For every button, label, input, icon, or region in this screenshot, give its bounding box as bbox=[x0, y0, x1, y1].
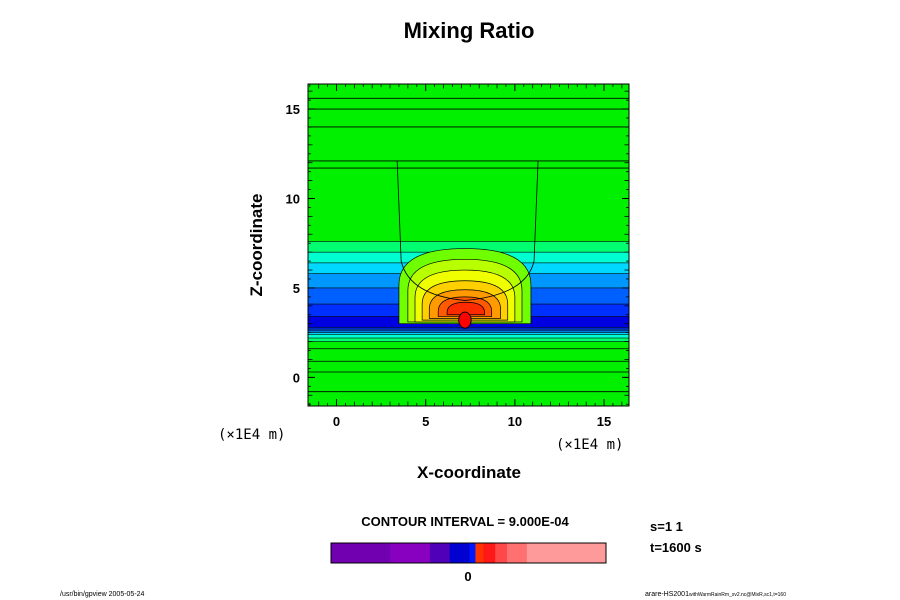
minor-ticks bbox=[308, 84, 629, 406]
colorbar-segment bbox=[390, 543, 431, 563]
x-tick-label: 5 bbox=[422, 414, 429, 429]
colorbar-segment bbox=[469, 543, 476, 563]
x-tick-label: 10 bbox=[508, 414, 522, 429]
colorbar-segment bbox=[449, 543, 470, 563]
z-unit-label: (×1E4 m) bbox=[218, 427, 285, 443]
colorbar-segment bbox=[331, 543, 391, 563]
plot-frame bbox=[307, 83, 630, 407]
t-label: t=1600 s bbox=[650, 540, 702, 555]
colorbar-segment bbox=[483, 543, 496, 563]
footer-left-note: /usr/bin/gpview 2005-05-24 bbox=[60, 591, 145, 598]
z-axis-label: Z-coordinate bbox=[247, 194, 266, 297]
plume-contours bbox=[398, 248, 532, 329]
s-label: s=1 1 bbox=[650, 519, 683, 534]
x-tick-label: 15 bbox=[597, 414, 611, 429]
z-tick-label: 0 bbox=[293, 370, 300, 385]
x-unit-label: (×1E4 m) bbox=[556, 437, 623, 453]
colorbar-frame bbox=[330, 542, 607, 564]
plume-core bbox=[458, 311, 472, 329]
footer-right-note-sub: withWarmRainRm_sv2.nc@MixR,sc1,t=160 bbox=[689, 592, 786, 598]
colorbar-label: 0 bbox=[464, 569, 471, 584]
footer-right-note: arare-HS2001withWarmRainRm_sv2.nc@MixR,s… bbox=[645, 591, 786, 598]
z-tick-label: 5 bbox=[293, 281, 300, 296]
column-contour bbox=[396, 160, 539, 301]
z-tick-label: 10 bbox=[286, 191, 300, 206]
plot-area bbox=[308, 84, 629, 406]
plume-contour bbox=[446, 301, 485, 316]
colorbar bbox=[331, 543, 607, 563]
colorbar-segment bbox=[475, 543, 484, 563]
footer-right-note-main: arare-HS2001 bbox=[645, 591, 689, 598]
chart-title: Mixing Ratio bbox=[404, 18, 535, 43]
colorbar-segment bbox=[429, 543, 451, 563]
colorbar-segment bbox=[507, 543, 528, 563]
z-tick-label: 15 bbox=[286, 102, 300, 117]
colorbar-segment bbox=[526, 543, 607, 563]
tick-labels: 0 5 10 15 0 5 10 15 bbox=[286, 102, 612, 429]
x-tick-label: 0 bbox=[333, 414, 340, 429]
x-axis-label: X-coordinate bbox=[417, 463, 521, 482]
colorbar-segment bbox=[495, 543, 508, 563]
contour-lines bbox=[308, 97, 629, 393]
contour-interval-text: CONTOUR INTERVAL = 9.000E-04 bbox=[361, 514, 569, 529]
major-ticks bbox=[308, 84, 629, 406]
